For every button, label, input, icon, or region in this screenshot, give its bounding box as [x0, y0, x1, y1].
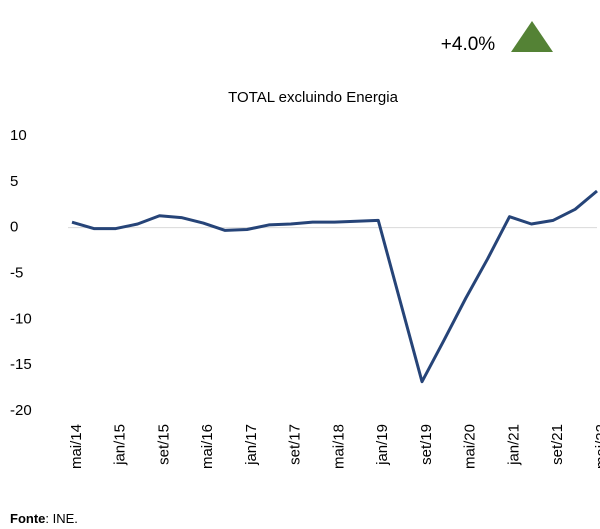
x-tick-label: jan/15 — [112, 424, 129, 466]
y-tick-label: -20 — [10, 402, 32, 419]
x-tick-label: jan/19 — [374, 424, 391, 466]
y-tick-label: 0 — [10, 219, 18, 236]
x-tick-label: mai/14 — [68, 424, 85, 469]
annotation: +4.0% — [441, 34, 496, 55]
up-triangle — [511, 21, 553, 52]
x-tick-label: jan/17 — [243, 424, 260, 466]
y-tick-label: -5 — [10, 264, 23, 281]
x-tick-label: mai/22 — [593, 424, 600, 469]
source-label: Fonte — [10, 511, 45, 526]
x-tick-label: set/19 — [418, 424, 435, 465]
y-tick-label: -10 — [10, 310, 32, 327]
x-tick-label: mai/16 — [199, 424, 216, 469]
y-tick-label: 5 — [10, 173, 18, 190]
x-tick-label: set/15 — [155, 424, 172, 465]
x-tick-label: set/17 — [287, 424, 304, 465]
line-series — [71, 189, 598, 384]
x-tick-label: set/21 — [549, 424, 566, 465]
source: Fonte: INE. — [10, 511, 78, 526]
x-tick-label: mai/18 — [330, 424, 347, 469]
y-tick-label: -15 — [10, 356, 32, 373]
source-text: : INE. — [45, 511, 78, 526]
x-tick-label: mai/20 — [462, 424, 479, 469]
y-tick-label: 10 — [10, 127, 27, 144]
x-tick-label: jan/21 — [505, 424, 522, 466]
chart-title: TOTAL excluindo Energia — [228, 89, 398, 106]
